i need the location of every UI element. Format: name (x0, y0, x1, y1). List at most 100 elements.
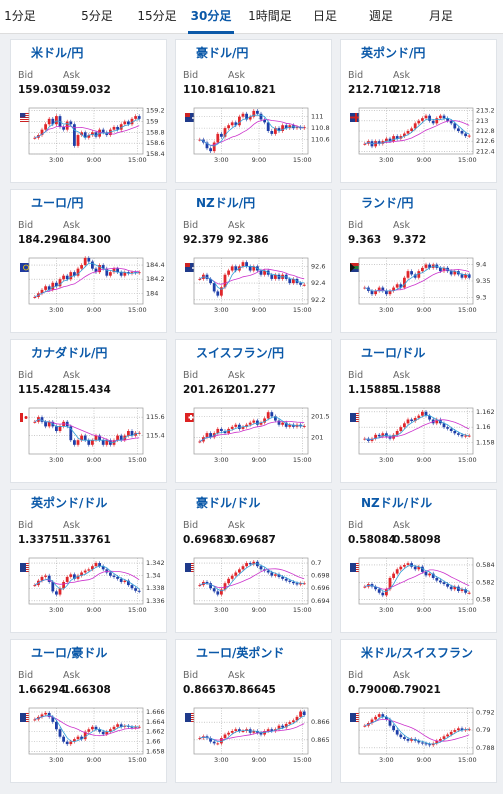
ask-value: 115.434 (63, 384, 111, 396)
candle-body (417, 271, 421, 278)
rate-card[interactable]: スイスフラン/円 Bid 201.261 Ask 201.277 3:00 9:00 15:0… (175, 339, 332, 483)
pair-link[interactable]: スイスフラン/円 (196, 346, 285, 360)
tab-8[interactable]: 月足 (428, 9, 453, 23)
pair-link[interactable]: 英ポンド/ドル (31, 496, 108, 510)
rate-card[interactable]: ユーロ/ドル Bid 1.15885 Ask 1.15888 3:00 9:00 15:00 1… (340, 339, 497, 483)
candle-body (123, 580, 127, 582)
mini-candlestick-chart[interactable]: 3:00 9:00 15:00 1.162 1.16 1.158 (345, 404, 495, 480)
y-tick-label: 1.658 (146, 748, 165, 756)
tab-6[interactable]: 日足 (312, 9, 337, 23)
candle-body (431, 120, 435, 124)
candle-body (69, 121, 73, 125)
mini-candlestick-chart[interactable]: 3:00 9:00 15:00 92.6 92.4 92.2 (180, 254, 330, 330)
bid-label: Bid (183, 70, 199, 81)
rate-card[interactable]: ユーロ/英ポンド Bid 0.86637 Ask 0.86645 3:00 9:00 15:0… (175, 639, 332, 783)
candle-body (109, 729, 112, 732)
candle-body (460, 274, 464, 278)
candle-body (220, 428, 223, 431)
tab-4[interactable]: 30分足 (184, 0, 238, 34)
candle-body (442, 736, 446, 739)
candle-body (277, 725, 281, 730)
y-tick-label: 0.788 (476, 744, 495, 752)
candle-body (119, 724, 123, 727)
x-tick-label: 15:00 (458, 306, 477, 314)
candle-body (119, 124, 123, 130)
rate-card[interactable]: カナダドル/円 Bid 115.428 Ask 115.434 3:00 9:00 15:00… (10, 339, 167, 483)
rate-card[interactable]: ユーロ/円 Bid 184.296 Ask 184.300 3:00 9:00 15:00 18… (10, 189, 167, 333)
candle-body (388, 290, 392, 295)
candle-body (457, 586, 460, 591)
mini-candlestick-chart[interactable]: 3:00 9:00 15:00 213.2 213 212.8 212.6 212.4 (345, 104, 495, 180)
rate-card[interactable]: ランド/円 Bid 9.363 Ask 9.372 3:00 9:00 15:00 9.4 9.3… (340, 189, 497, 333)
candle-body (33, 585, 37, 587)
candle-body (374, 586, 377, 590)
candle-body (55, 282, 58, 287)
candle-body (457, 728, 460, 731)
x-tick-label: 9:00 (87, 306, 102, 314)
pair-link[interactable]: 米ドル/スイスフラン (361, 646, 474, 660)
mini-candlestick-chart[interactable]: 3:00 9:00 15:00 111 110.8 110.6 (180, 104, 330, 180)
mini-candlestick-chart[interactable]: 3:00 9:00 15:00 115.6 115.4 (15, 404, 165, 480)
mini-candlestick-chart[interactable]: 3:00 9:00 15:00 1.342 1.34 1.338 1.336 (15, 554, 165, 630)
y-tick-label: 0.698 (311, 572, 330, 580)
rate-card[interactable]: 米ドル/スイスフラン Bid 0.79006 Ask 0.79021 3:00 9:00 15… (340, 639, 497, 783)
candle-body (220, 133, 223, 137)
candle-body (223, 431, 227, 434)
ma-short-line (199, 265, 305, 290)
candle-body (234, 266, 238, 271)
mini-candlestick-chart[interactable]: 3:00 9:00 15:00 159.2 159 158.8 158.6 158.4 (15, 104, 165, 180)
pair-link[interactable]: 豪ドル/ドル (196, 496, 261, 510)
ma-long-line (364, 419, 470, 441)
candle-body (464, 133, 467, 137)
mini-candlestick-chart[interactable]: 3:00 9:00 15:00 0.7 0.698 0.696 0.694 (180, 554, 330, 630)
x-tick-label: 3:00 (49, 606, 64, 614)
pair-link[interactable]: 豪ドル/円 (196, 46, 249, 60)
rate-card[interactable]: 豪ドル/円 Bid 110.816 Ask 110.821 3:00 9:00 15:00 11… (175, 39, 332, 183)
y-tick-label: 159 (146, 118, 158, 126)
y-tick-label: 159.2 (146, 107, 165, 115)
rate-card[interactable]: 英ポンド/ドル Bid 1.33751 Ask 1.33761 3:00 9:00 15:00… (10, 489, 167, 633)
candle-body (55, 116, 58, 125)
tab-3[interactable]: 15分足 (137, 9, 177, 23)
tab-1[interactable]: 1分足 (4, 9, 36, 23)
rate-card[interactable]: ユーロ/豪ドル Bid 1.66294 Ask 1.66308 3:00 9:00 15:00… (10, 639, 167, 783)
flag-ca-icon (16, 349, 32, 422)
pair-link[interactable]: NZドル/ドル (361, 496, 433, 510)
mini-candlestick-chart[interactable]: 3:00 9:00 15:00 0.584 0.582 0.58 (345, 554, 495, 630)
tab-7[interactable]: 週足 (368, 9, 393, 23)
flag-za-icon (346, 199, 362, 272)
rate-card[interactable]: NZドル/円 Bid 92.379 Ask 92.386 3:00 9:00 15:00 92.… (175, 189, 332, 333)
rate-card[interactable]: 米ドル/円 Bid 159.030 Ask 159.032 3:00 9:00 15:00 15… (10, 39, 167, 183)
tab-5[interactable]: 1時間足 (248, 9, 292, 23)
mini-candlestick-chart[interactable]: 3:00 9:00 15:00 201.5 201 (180, 404, 330, 480)
pair-link[interactable]: NZドル/円 (196, 196, 256, 210)
mini-candlestick-chart[interactable]: 3:00 9:00 15:00 0.866 0.865 (180, 704, 330, 780)
pair-link[interactable]: 英ポンド/円 (361, 46, 426, 60)
mini-candlestick-chart[interactable]: 3:00 9:00 15:00 1.666 1.664 1.662 1.66 1.658 (15, 704, 165, 780)
rate-card[interactable]: NZドル/ドル Bid 0.58084 Ask 0.58098 3:00 9:00 15:00… (340, 489, 497, 633)
candle-body (277, 128, 281, 131)
x-tick-label: 3:00 (214, 306, 229, 314)
x-tick-label: 15:00 (293, 306, 312, 314)
pair-link[interactable]: カナダドル/円 (31, 346, 108, 360)
mini-candlestick-chart[interactable]: 3:00 9:00 15:00 184.4 184.2 184 (15, 254, 165, 330)
rate-card[interactable]: 豪ドル/ドル Bid 0.69683 Ask 0.69687 3:00 9:00 15:00 0… (175, 489, 332, 633)
flag-eu-us-icon (346, 349, 362, 422)
ask-value: 9.372 (393, 234, 427, 246)
candle-body (220, 738, 223, 744)
candle-body (137, 272, 141, 274)
pair-link[interactable]: ユーロ/英ポンド (196, 646, 285, 660)
rate-card[interactable]: 英ポンド/円 Bid 212.710 Ask 212.718 3:00 9:00 15:00 2… (340, 39, 497, 183)
mini-candlestick-chart[interactable]: 3:00 9:00 15:00 9.4 9.35 9.3 (345, 254, 495, 330)
pair-link[interactable]: ランド/円 (361, 196, 414, 210)
candle-body (252, 561, 256, 565)
pair-link[interactable]: ユーロ/円 (31, 196, 84, 210)
pair-link[interactable]: ユーロ/豪ドル (31, 646, 108, 660)
pair-link[interactable]: 米ドル/円 (31, 46, 84, 60)
ask-label: Ask (393, 520, 410, 531)
candle-body (80, 572, 83, 576)
pair-link[interactable]: ユーロ/ドル (361, 346, 426, 360)
mini-candlestick-chart[interactable]: 3:00 9:00 15:00 0.792 0.79 0.788 (345, 704, 495, 780)
tab-2[interactable]: 5分足 (81, 9, 113, 23)
bid-value: 9.363 (348, 234, 382, 246)
